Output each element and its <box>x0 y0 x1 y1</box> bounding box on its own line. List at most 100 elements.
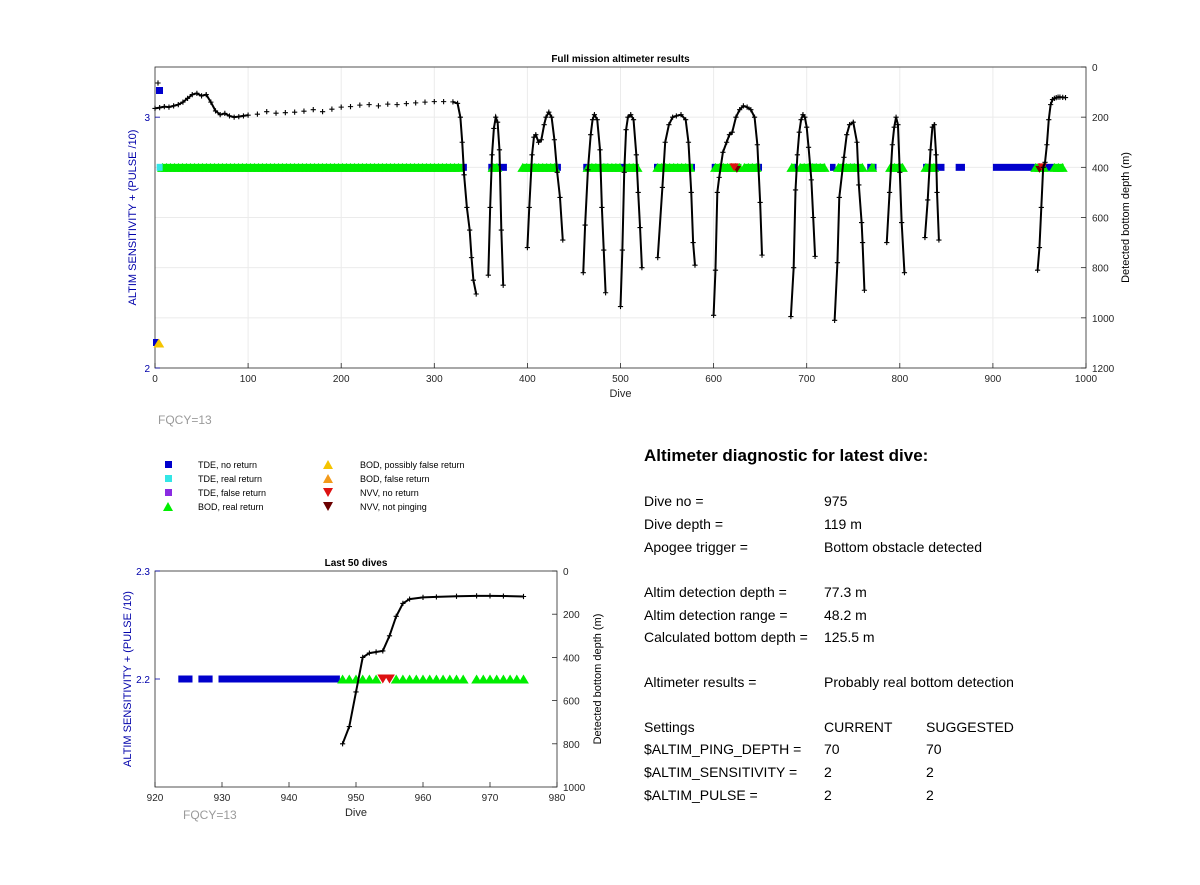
depth-point <box>453 593 460 599</box>
depth-point <box>264 109 270 115</box>
depth-line <box>154 92 1066 321</box>
depth-point <box>464 204 470 211</box>
depth-point <box>468 255 475 261</box>
depth-point <box>621 169 627 175</box>
depth-point <box>759 252 765 258</box>
depth-point <box>884 239 890 246</box>
depth-point <box>897 169 903 175</box>
depth-point <box>487 204 493 211</box>
tde-no-return-mark <box>793 163 798 171</box>
bod-real-return-mark <box>453 162 464 172</box>
depth-point <box>450 99 456 105</box>
depth-point <box>1046 117 1052 123</box>
depth-point <box>152 105 158 111</box>
depth-point <box>393 613 399 619</box>
depth-point <box>834 260 841 266</box>
depth-point <box>810 214 816 221</box>
tde-no-return-mark <box>185 675 193 683</box>
tde-no-return-mark <box>205 675 213 683</box>
tde-no-return-mark <box>319 675 327 683</box>
depth-point <box>798 117 804 123</box>
y-left-tick-label: 2.2 <box>136 675 150 686</box>
depth-point <box>543 114 549 120</box>
depth-point <box>493 114 499 120</box>
green-triangle-icon <box>163 502 173 511</box>
depth-point <box>859 219 865 226</box>
last-50-dives-chart: 920 930 940 950 960 970 980 2.2 2.3 0 200 400 600 800… <box>122 558 604 819</box>
tde-no-return-mark <box>332 675 340 683</box>
depth-point <box>560 237 566 243</box>
x-tick-label: 970 <box>482 793 499 804</box>
depth-point <box>688 189 694 196</box>
depth-point <box>240 113 247 119</box>
depth-line <box>341 594 524 745</box>
tde-no-return-mark <box>258 675 267 683</box>
depth-point <box>400 600 406 606</box>
x-tick-label: 1000 <box>1075 374 1098 385</box>
depth-point <box>1042 159 1048 165</box>
depth-point <box>340 741 346 747</box>
depth-point <box>588 132 594 138</box>
diagnostic-title: Altimeter diagnostic for latest dive: <box>644 446 929 465</box>
depth-point <box>375 103 382 109</box>
depth-point <box>292 109 298 115</box>
fqcy-label-top: FQCY=13 <box>158 413 212 427</box>
depth-point <box>794 152 800 158</box>
depth-point <box>635 189 641 196</box>
depth-point <box>804 124 810 130</box>
depth-point <box>533 132 539 138</box>
depth-point <box>353 689 359 695</box>
depth-point <box>893 114 899 120</box>
y-right-tick-label: 800 <box>1092 264 1109 275</box>
depth-point <box>166 104 172 110</box>
tde-no-return-mark <box>218 675 226 683</box>
depth-point <box>245 112 251 118</box>
x-tick-label: 960 <box>415 793 432 804</box>
depth-point <box>500 593 506 599</box>
depth-point <box>420 594 426 600</box>
depth-point <box>812 253 818 259</box>
depth-point <box>208 99 214 105</box>
tde-no-return-mark <box>292 675 300 683</box>
tde-no-return-mark <box>278 675 287 683</box>
depth-point <box>557 194 563 201</box>
depth-point <box>273 110 279 116</box>
depth-point <box>319 109 326 115</box>
yellow-triangle-icon <box>323 460 333 469</box>
depth-point <box>155 80 161 86</box>
y-right-tick-label: 1200 <box>1092 364 1115 375</box>
depth-point <box>740 103 746 109</box>
det-range-value: 48.2 m <box>824 607 867 623</box>
tde-real-return-mark <box>156 163 163 171</box>
depth-point <box>846 122 853 128</box>
depth-point <box>808 177 814 183</box>
depth-point <box>737 107 743 113</box>
y-right-tick-label: 1000 <box>1092 314 1115 325</box>
depth-point <box>380 648 386 654</box>
x-tick-label: 700 <box>798 374 815 385</box>
bod-real-return-mark <box>1056 162 1068 172</box>
legend-item-nvv-not-pinging: NVV, not pinging <box>323 502 427 512</box>
depth-point <box>886 189 893 196</box>
depth-point <box>346 723 352 730</box>
depth-point <box>338 104 344 110</box>
depth-point <box>474 593 480 599</box>
nvv-no-return-mark <box>384 674 395 684</box>
depth-point <box>175 102 181 108</box>
y-left-tick-label: 3 <box>144 113 150 124</box>
depth-point <box>724 139 730 145</box>
tde-no-return-mark <box>829 163 836 171</box>
depth-point <box>254 111 261 117</box>
depth-point <box>157 105 163 111</box>
depth-point <box>310 107 316 113</box>
x-tick-label: 940 <box>281 793 298 804</box>
depth-point <box>1034 267 1041 273</box>
depth-point <box>625 114 631 120</box>
depth-point <box>673 113 679 119</box>
tde-no-return-mark <box>198 675 206 683</box>
tde-no-return-mark <box>178 675 186 683</box>
depth-point <box>925 197 931 203</box>
depth-point <box>599 204 605 211</box>
depth-point <box>927 147 934 153</box>
